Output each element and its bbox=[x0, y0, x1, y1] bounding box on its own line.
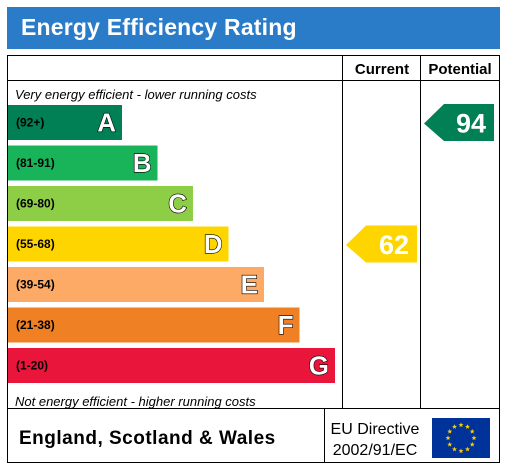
band-b-range: (81-91) bbox=[16, 156, 55, 170]
directive-line2: 2002/91/EC bbox=[333, 442, 418, 459]
rating-chart: Current Potential Very energy efficient … bbox=[7, 55, 500, 463]
band-f-range: (21-38) bbox=[16, 318, 55, 332]
band-e-bar bbox=[8, 267, 264, 302]
band-d-range: (55-68) bbox=[16, 237, 55, 251]
eu-star bbox=[447, 441, 453, 447]
eu-star bbox=[458, 422, 464, 428]
page-title: Energy Efficiency Rating bbox=[21, 14, 297, 40]
eu-star bbox=[469, 441, 475, 447]
column-header-current: Current bbox=[355, 61, 409, 78]
rating-chart-svg: Current Potential Very energy efficient … bbox=[7, 55, 500, 463]
eu-star bbox=[445, 435, 451, 441]
eu-star bbox=[471, 435, 477, 441]
current-rating-value: 62 bbox=[379, 230, 409, 260]
eu-star bbox=[465, 446, 470, 452]
band-e-range: (39-54) bbox=[16, 278, 55, 292]
header-bar: Energy Efficiency Rating bbox=[7, 7, 500, 49]
band-g-letter: G bbox=[309, 351, 329, 381]
potential-rating-arrow bbox=[424, 104, 494, 141]
band-d-bar bbox=[8, 226, 229, 262]
potential-rating-value: 94 bbox=[456, 109, 486, 139]
band-c-range: (69-80) bbox=[16, 197, 55, 211]
eu-flag-icon bbox=[432, 418, 490, 458]
rating-arrows: 62 94 bbox=[346, 104, 494, 263]
eu-star bbox=[469, 428, 475, 434]
band-b-letter: B bbox=[133, 148, 152, 178]
rating-bands: (92+) A (81-91) B (69-80) C (55-68) D (39-54) E (2… bbox=[8, 105, 335, 383]
band-g-bar bbox=[8, 348, 335, 383]
eu-star bbox=[458, 448, 464, 454]
band-a-range: (92+) bbox=[16, 116, 44, 130]
band-c-bar bbox=[8, 186, 193, 221]
directive-line1: EU Directive bbox=[331, 421, 420, 438]
band-b-bar bbox=[8, 145, 158, 181]
note-not-efficient: Not energy efficient - higher running co… bbox=[15, 394, 256, 409]
note-very-efficient: Very energy efficient - lower running co… bbox=[15, 87, 257, 102]
eu-star bbox=[452, 424, 457, 429]
current-rating-arrow bbox=[346, 225, 417, 263]
band-g-range: (1-20) bbox=[16, 359, 48, 373]
region-label: England, Scotland & Wales bbox=[19, 428, 276, 449]
band-e-letter: E bbox=[241, 270, 258, 300]
chart-frame bbox=[7, 55, 500, 463]
band-a-bar bbox=[8, 105, 122, 140]
band-f-bar bbox=[8, 307, 300, 343]
band-d-letter: D bbox=[204, 229, 223, 259]
eu-star bbox=[452, 446, 457, 452]
eu-star bbox=[465, 424, 470, 429]
band-c-letter: C bbox=[168, 189, 187, 219]
band-f-letter: F bbox=[278, 310, 294, 340]
eu-star bbox=[447, 428, 453, 434]
band-a-letter: A bbox=[97, 108, 116, 138]
column-header-potential: Potential bbox=[428, 61, 491, 78]
